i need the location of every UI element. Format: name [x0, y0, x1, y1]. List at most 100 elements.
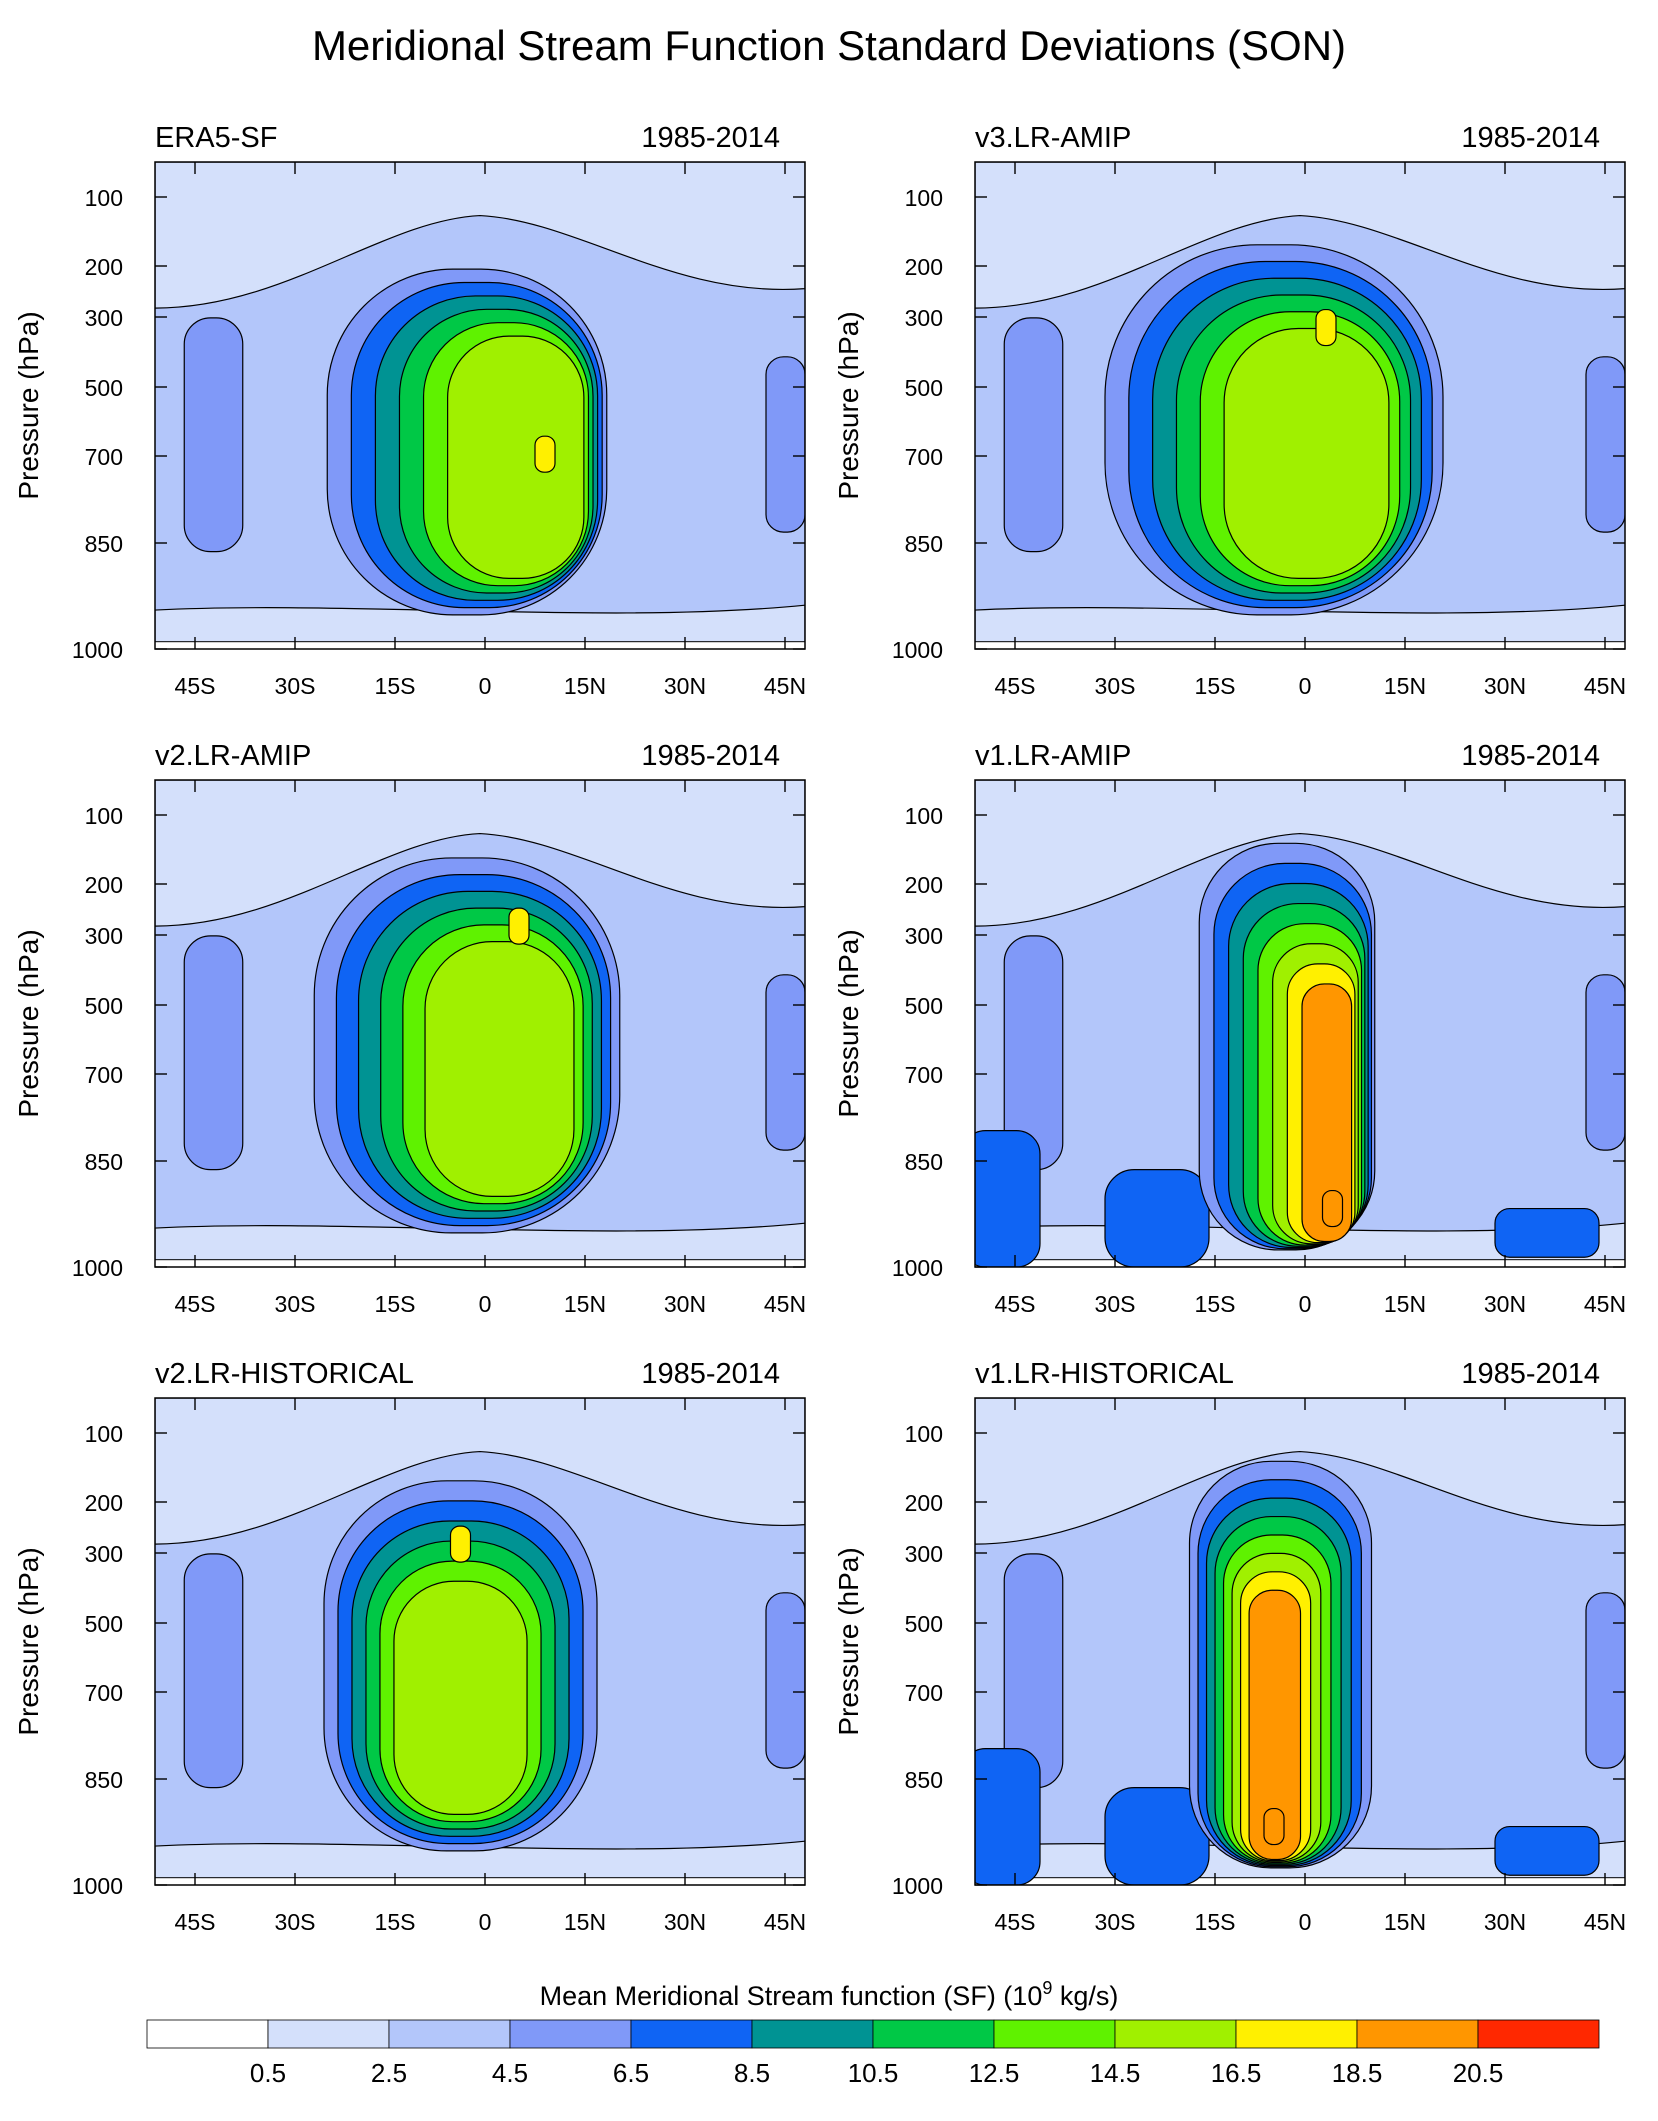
colorbar-swatch	[1235, 2019, 1358, 2049]
contour-level-band	[1301, 983, 1353, 1243]
contour-level-band	[1003, 317, 1064, 553]
panel-title: v2.LR-AMIP	[155, 740, 311, 772]
y-tick-label: 1000	[892, 1255, 943, 1281]
contour-level-band	[155, 1877, 805, 1885]
x-tick-label: 0	[1299, 1291, 1312, 1317]
x-tick-label: 15S	[375, 673, 416, 699]
colorbar-tick-label: 16.5	[1211, 2058, 1262, 2088]
colorbar-swatch	[1477, 2019, 1600, 2049]
y-tick-label: 300	[85, 305, 123, 331]
colorbar-swatch	[630, 2019, 753, 2049]
panel-period: 1985-2014	[641, 740, 780, 772]
colorbar-tick-label: 10.5	[848, 2058, 899, 2088]
y-tick-label: 100	[905, 1421, 943, 1447]
contour-fill	[975, 1398, 1625, 1885]
x-tick-label: 0	[479, 1291, 492, 1317]
contour-level-band	[765, 974, 805, 1151]
x-tick-label: 45N	[764, 1909, 806, 1935]
y-tick-label: 100	[905, 803, 943, 829]
x-tick-label: 15N	[564, 1291, 606, 1317]
figure-title: Meridional Stream Function Standard Devi…	[312, 22, 1346, 69]
x-tick-label: 45S	[995, 1291, 1036, 1317]
y-tick-label: 850	[905, 1149, 943, 1175]
x-tick-label: 45N	[764, 673, 806, 699]
colorbar-tick-label: 18.5	[1332, 2058, 1383, 2088]
y-tick-label: 850	[85, 531, 123, 557]
x-tick-label: 45S	[175, 1291, 216, 1317]
x-tick-label: 30S	[1095, 1909, 1136, 1935]
x-tick-label: 15N	[1384, 1291, 1426, 1317]
x-tick-label: 30N	[664, 1291, 706, 1317]
y-tick-label: 200	[85, 1490, 123, 1516]
colorbar-swatch	[388, 2019, 511, 2049]
colorbar-swatch	[993, 2019, 1116, 2049]
y-tick-label: 500	[905, 375, 943, 401]
contour-level-band	[447, 335, 585, 579]
contour-level-band	[975, 162, 1625, 309]
contour-level-band	[155, 1259, 805, 1267]
contour-level-band	[508, 907, 530, 945]
x-tick-label: 30N	[1484, 1909, 1526, 1935]
contour-level-band	[155, 641, 805, 649]
contour-level-band	[183, 935, 244, 1171]
contour-level-band	[1585, 1592, 1625, 1769]
y-tick-label: 1000	[892, 1873, 943, 1899]
colorbar-swatch	[872, 2019, 995, 2049]
y-tick-label: 100	[85, 1421, 123, 1447]
plot-frame	[154, 779, 806, 1268]
colorbar-tick-label: 6.5	[613, 2058, 649, 2088]
contour-fill	[155, 1398, 805, 1885]
colorbar-swatch	[1356, 2019, 1479, 2049]
colorbar-swatch	[267, 2019, 390, 2049]
x-tick-label: 15S	[1195, 1909, 1236, 1935]
x-tick-label: 45N	[1584, 673, 1626, 699]
x-tick-label: 45N	[1584, 1909, 1626, 1935]
x-tick-label: 15N	[564, 1909, 606, 1935]
contour-level-band	[1585, 974, 1625, 1151]
contour-level-band	[155, 1398, 805, 1545]
y-tick-label: 700	[905, 1062, 943, 1088]
contour-level-band	[393, 1580, 528, 1815]
y-tick-label: 700	[85, 1062, 123, 1088]
x-tick-label: 30S	[275, 673, 316, 699]
panel-period: 1985-2014	[1461, 740, 1600, 772]
y-tick-label: 100	[85, 803, 123, 829]
contour-level-band	[975, 780, 1625, 927]
x-tick-label: 15S	[1195, 673, 1236, 699]
contour-level-band	[975, 1259, 1625, 1267]
colorbar-tick-label: 8.5	[734, 2058, 770, 2088]
x-tick-label: 45S	[995, 1909, 1036, 1935]
contour-level-band	[975, 1130, 1041, 1267]
contour-level-band	[1263, 1807, 1285, 1846]
contour-level-band	[155, 780, 805, 927]
contour-level-band	[424, 941, 575, 1197]
panel: v2.LR-HISTORICAL 1985-2014 100 200 300 500 700…	[13, 1358, 806, 1935]
colorbar-swatch	[1114, 2019, 1237, 2049]
plot-frame	[154, 161, 806, 650]
colorbar-tick-label: 2.5	[371, 2058, 407, 2088]
contour-level-band	[1321, 1189, 1344, 1228]
y-axis-label: Pressure (hPa)	[833, 929, 864, 1117]
y-tick-label: 200	[905, 1490, 943, 1516]
y-tick-label: 200	[905, 872, 943, 898]
contour-fill	[975, 162, 1625, 649]
contour-level-band	[1104, 1169, 1210, 1267]
y-tick-label: 1000	[892, 637, 943, 663]
y-tick-label: 300	[905, 305, 943, 331]
colorbar-label-sup: 9	[1042, 1978, 1052, 1998]
contour-level-band	[765, 1592, 805, 1769]
panel-title: v3.LR-AMIP	[975, 122, 1131, 154]
contour-level-band	[765, 356, 805, 533]
x-tick-label: 15N	[1384, 673, 1426, 699]
contour-level-band	[155, 162, 805, 309]
x-tick-label: 30S	[275, 1291, 316, 1317]
panel-title: v2.LR-HISTORICAL	[155, 1358, 414, 1390]
panel-period: 1985-2014	[641, 122, 780, 154]
plot-frame	[974, 161, 1626, 650]
colorbar-swatch	[509, 2019, 632, 2049]
x-tick-label: 30N	[664, 1909, 706, 1935]
x-tick-label: 0	[479, 673, 492, 699]
x-tick-label: 0	[1299, 1909, 1312, 1935]
x-tick-label: 45S	[995, 673, 1036, 699]
